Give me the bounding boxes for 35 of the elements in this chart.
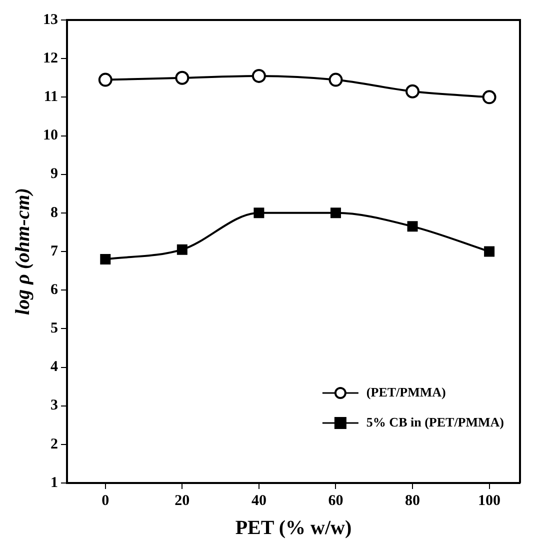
point bbox=[175, 70, 190, 85]
y-tick-label: 10 bbox=[43, 128, 58, 144]
y-tick-label: 3 bbox=[50, 398, 58, 414]
y-tick-label: 5 bbox=[50, 320, 58, 337]
legend-label: 5% CB in (PET/PMMA) bbox=[366, 414, 504, 430]
point bbox=[100, 254, 111, 264]
x-tick-label: 80 bbox=[405, 492, 420, 509]
point bbox=[176, 244, 188, 255]
y-tick-label: 6 bbox=[50, 282, 58, 298]
point bbox=[330, 208, 341, 218]
y-tick-label: 2 bbox=[50, 436, 58, 452]
x-tick-label: 100 bbox=[478, 492, 501, 509]
point bbox=[252, 68, 266, 83]
point bbox=[328, 72, 343, 87]
point bbox=[407, 221, 418, 232]
x-axis-title: PET (% w/w) bbox=[235, 517, 352, 540]
point bbox=[482, 90, 496, 104]
y-tick-label: 1 bbox=[50, 474, 58, 491]
point bbox=[98, 72, 112, 87]
point bbox=[406, 84, 420, 98]
y-axis-title: log ρ (ohm-cm) bbox=[12, 188, 34, 315]
x-tick-label: 60 bbox=[328, 492, 344, 509]
y-tick-label: 7 bbox=[50, 243, 58, 260]
x-tick-label: 20 bbox=[174, 492, 190, 509]
y-tick-label: 8 bbox=[50, 204, 58, 221]
x-tick-label: 0 bbox=[102, 492, 110, 509]
x-tick-label: 40 bbox=[251, 492, 266, 509]
point bbox=[484, 246, 495, 257]
y-tick-label: 11 bbox=[44, 89, 58, 106]
y-tick-label: 13 bbox=[43, 12, 58, 28]
legend-label: (PET/PMMA) bbox=[366, 384, 446, 400]
point bbox=[254, 208, 264, 218]
y-tick-label: 9 bbox=[50, 166, 58, 182]
y-tick-label: 4 bbox=[50, 359, 58, 376]
y-tick-label: 12 bbox=[43, 50, 58, 66]
